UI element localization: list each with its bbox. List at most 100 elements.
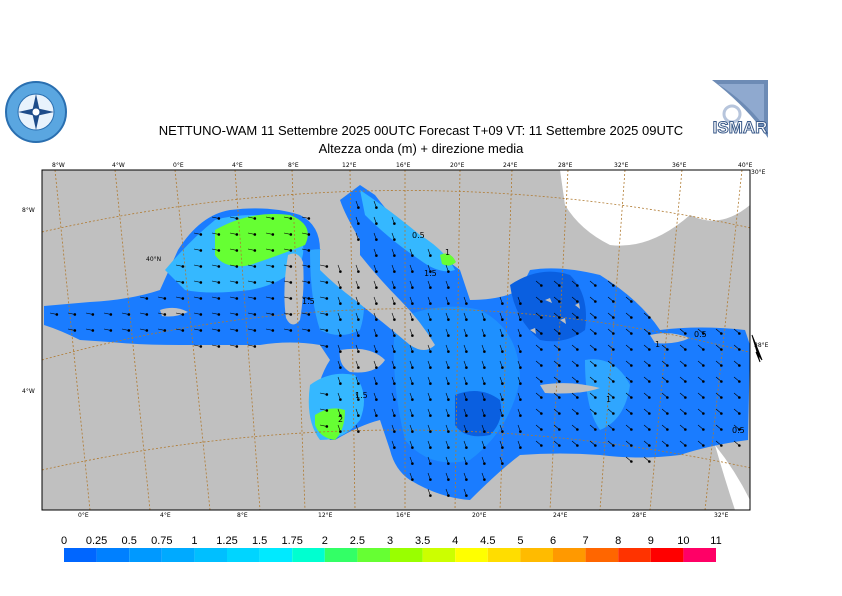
left-axis-label: 40°N [146, 256, 161, 263]
direction-arrow-head [540, 284, 543, 287]
direction-arrow-head [738, 364, 741, 367]
direction-arrow-head [501, 366, 504, 369]
direction-arrow-head [501, 414, 504, 417]
direction-arrow-head [357, 382, 360, 385]
direction-arrow-head [648, 460, 651, 463]
direction-arrow-head [576, 380, 579, 383]
direction-arrow-head [411, 334, 414, 337]
top-axis-label: 8°W [52, 162, 65, 169]
map-title: NETTUNO-WAM 11 Settembre 2025 00UTC Fore… [158, 123, 684, 138]
direction-arrow-head [702, 332, 705, 335]
direction-arrow-head [393, 350, 396, 353]
direction-arrow-head [483, 430, 486, 433]
direction-arrow-head [253, 345, 257, 348]
direction-arrow-head [357, 270, 360, 273]
direction-arrow-head [429, 334, 432, 337]
direction-arrow-head [217, 265, 221, 268]
direction-arrow-head [720, 428, 723, 431]
direction-arrow-head [339, 302, 342, 305]
direction-arrow-head [465, 302, 468, 305]
legend-label: 0.25 [86, 535, 107, 547]
direction-arrow-head [199, 281, 203, 284]
direction-arrow-head [465, 478, 468, 481]
direction-arrow-head [447, 334, 450, 337]
direction-arrow-head [540, 332, 543, 335]
direction-arrow-head [357, 302, 360, 305]
direction-arrow-head [375, 334, 378, 337]
direction-arrow-head [393, 382, 396, 385]
italy-peninsula [320, 241, 435, 350]
direction-arrow-head [339, 350, 342, 353]
direction-arrow-head [393, 334, 396, 337]
direction-arrow-head [375, 302, 378, 305]
direction-arrow-head [558, 348, 561, 351]
direction-arrow-head [702, 348, 705, 351]
direction-arrow-head [612, 364, 615, 367]
direction-arrow-head [429, 446, 432, 449]
direction-arrow-head [594, 284, 597, 287]
direction-arrow-head [684, 428, 687, 431]
direction-arrow-head [393, 222, 396, 225]
direction-arrow-head [648, 380, 651, 383]
top-axis-label: 28°E [558, 162, 573, 169]
direction-arrow-head [163, 297, 167, 300]
direction-arrow-head [630, 412, 633, 415]
direction-arrow-head [483, 334, 486, 337]
direction-arrow-head [684, 444, 687, 447]
direction-arrow-head [375, 238, 378, 241]
direction-arrow-head [339, 270, 342, 273]
direction-arrow-head [684, 412, 687, 415]
direction-arrow-head [465, 350, 468, 353]
direction-arrow-head [145, 297, 149, 300]
direction-arrow-head [447, 414, 450, 417]
direction-arrow-head [519, 350, 522, 353]
direction-arrow-head [289, 233, 293, 236]
direction-arrow-head [429, 382, 432, 385]
direction-arrow-head [738, 332, 741, 335]
direction-arrow-head [702, 364, 705, 367]
direction-arrow-head [375, 398, 378, 401]
sicily [339, 348, 385, 373]
direction-arrow-head [109, 329, 113, 332]
legend-swatch [194, 548, 227, 562]
direction-arrow-head [289, 281, 293, 284]
legend-swatch [520, 548, 553, 562]
direction-arrow-head [109, 313, 113, 316]
direction-arrow-head [73, 313, 77, 316]
direction-arrow-head [501, 462, 504, 465]
direction-arrow-head [235, 265, 239, 268]
red-sea-mask [715, 445, 750, 510]
direction-arrow-head [447, 286, 450, 289]
direction-arrow-head [447, 446, 450, 449]
direction-arrow-head [325, 345, 329, 348]
top-axis-label: 16°E [396, 162, 411, 169]
direction-arrow-head [271, 281, 275, 284]
legend-swatch [357, 548, 390, 562]
legend-label: 0.75 [151, 535, 172, 547]
direction-arrow-head [720, 380, 723, 383]
direction-arrow-head [235, 329, 239, 332]
top-axis-label: 40°E [738, 162, 753, 169]
direction-arrow-head [217, 297, 221, 300]
legend-label: 1.5 [252, 535, 267, 547]
direction-arrow-head [411, 286, 414, 289]
direction-arrow-head [576, 300, 579, 303]
direction-arrow-head [483, 414, 486, 417]
direction-arrow-head [630, 316, 633, 319]
direction-arrow-head [375, 350, 378, 353]
direction-arrow-head [540, 396, 543, 399]
bottom-axis-label: 4°E [160, 512, 171, 519]
direction-arrow-head [375, 414, 378, 417]
direction-arrow-head [666, 444, 669, 447]
direction-arrow-head [411, 302, 414, 305]
wave-peak-sicily-channel [315, 408, 345, 440]
direction-arrow-head [666, 364, 669, 367]
direction-arrow-head [289, 249, 293, 252]
direction-arrow-head [594, 348, 597, 351]
direction-arrow-head [483, 318, 486, 321]
direction-arrow-head [648, 332, 651, 335]
direction-arrow-head [375, 382, 378, 385]
direction-arrow-head [540, 444, 543, 447]
legend-label: 4 [452, 535, 458, 547]
direction-arrow-head [429, 302, 432, 305]
